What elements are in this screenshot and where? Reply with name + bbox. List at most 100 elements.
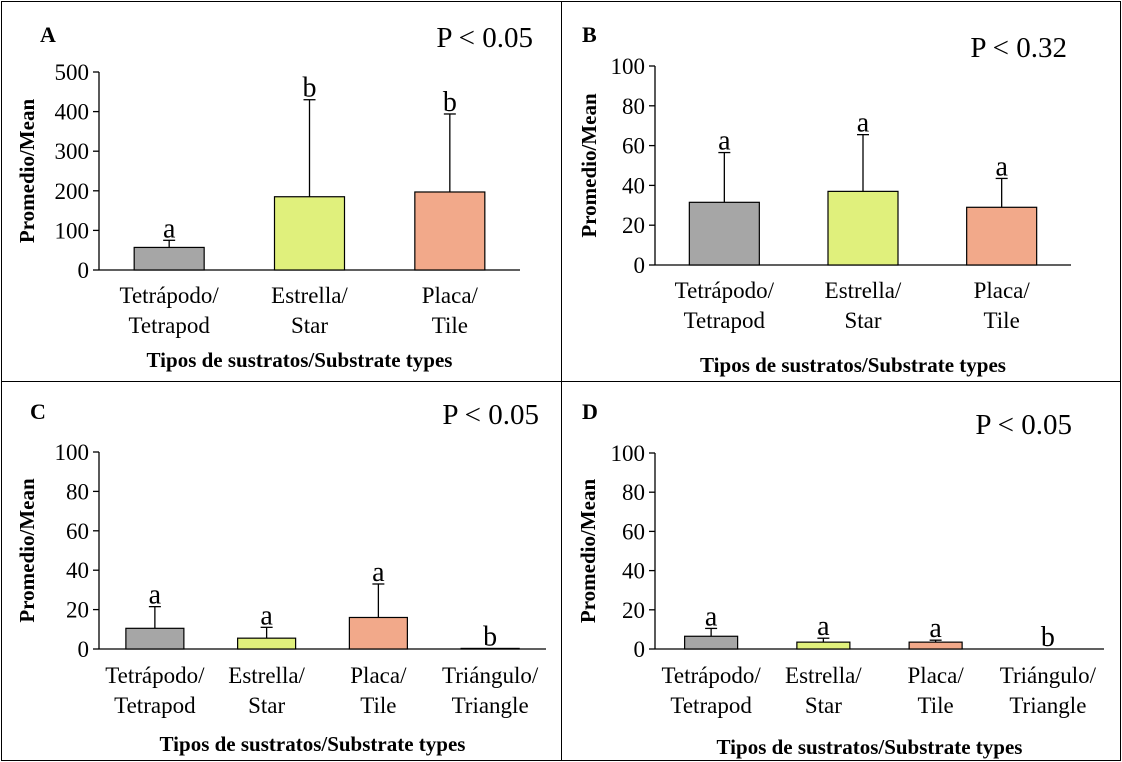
- bar-b-2: [827, 190, 899, 266]
- y-tick-label-b: 80: [622, 94, 645, 119]
- chart-d-svg: D P < 0.05 0 20 40 60 80 100 a Tetrápodo/Tetrapod…: [576, 399, 1104, 759]
- y-tick-label-c: 60: [66, 519, 89, 544]
- significance-letter-a-2: b: [303, 73, 317, 104]
- y-tick-label-a: 300: [55, 139, 90, 164]
- category-label-b-2-line1: Estrella/: [825, 278, 902, 303]
- category-label-c-2-line1: Estrella/: [228, 663, 305, 688]
- y-tick-label-c: 0: [78, 637, 90, 662]
- bar-c-1: [125, 627, 185, 650]
- p-value-b: P < 0.32: [970, 32, 1067, 64]
- bar-b-1: [688, 201, 760, 266]
- significance-letter-d-1: a: [705, 601, 718, 632]
- significance-letter-b-3: a: [995, 151, 1008, 182]
- category-label-d-3-line2: Tile: [918, 693, 954, 718]
- significance-letter-c-3: a: [372, 557, 385, 588]
- significance-letter-d-4: b: [1041, 622, 1055, 653]
- y-tick-label-d: 60: [622, 519, 645, 544]
- significance-letter-b-2: a: [857, 108, 870, 139]
- category-label-d-4-line2: Triangle: [1009, 693, 1086, 718]
- category-label-c-1-line2: Tetrapod: [114, 693, 196, 718]
- panel-label-c: C: [30, 399, 46, 424]
- y-tick-label-c: 40: [66, 558, 89, 583]
- chart-panel-c: C P < 0.05 0 20 40 60 80 100 a Tetrápodo/Tetrapod…: [1, 381, 562, 761]
- panel-label-a: A: [40, 22, 56, 47]
- x-axis-title-a: Tipos de sustratos/Substrate types: [147, 348, 453, 372]
- bar-c-3: [348, 616, 408, 650]
- y-tick-label-a: 0: [78, 258, 90, 283]
- category-label-b-3-line1: Placa/: [974, 278, 1031, 303]
- category-label-c-2-line2: Star: [248, 693, 285, 718]
- p-value-d: P < 0.05: [975, 409, 1072, 441]
- y-axis-title-c: Promedio/Mean: [15, 478, 39, 623]
- bar-d-2: [796, 641, 851, 650]
- significance-letter-c-4: b: [483, 621, 497, 652]
- category-label-a-3-line1: Placa/: [422, 283, 479, 308]
- y-tick-label-a: 100: [55, 218, 90, 243]
- y-tick-label-a: 500: [55, 60, 90, 85]
- category-label-c-3-line2: Tile: [360, 693, 396, 718]
- y-axis-title-d: Promedio/Mean: [576, 479, 600, 624]
- y-tick-label-c: 80: [66, 479, 89, 504]
- category-label-a-1-line1: Tetrápodo/: [120, 283, 220, 308]
- y-tick-label-d: 100: [611, 441, 646, 466]
- y-tick-label-a: 400: [55, 100, 90, 125]
- panel-label-d: D: [582, 399, 598, 424]
- y-tick-label-d: 20: [622, 598, 645, 623]
- significance-letter-d-2: a: [817, 611, 830, 642]
- significance-letter-d-3: a: [929, 613, 942, 644]
- y-tick-label-b: 0: [634, 253, 646, 278]
- significance-letter-c-2: a: [260, 600, 273, 631]
- chart-b-svg: B P < 0.32 0 20 40 60 80 100 a Tetrápodo/Tetrapod…: [577, 22, 1071, 377]
- significance-letter-c-1: a: [149, 580, 162, 611]
- category-label-c-4-line1: Triángulo/: [442, 663, 539, 688]
- chart-panel-b: B P < 0.32 0 20 40 60 80 100 a Tetrápodo/Tetrapod…: [561, 1, 1121, 382]
- p-value-c: P < 0.05: [442, 399, 539, 431]
- significance-letter-a-3: b: [443, 87, 457, 118]
- bar-c-4: [460, 647, 520, 650]
- y-tick-label-b: 40: [622, 173, 645, 198]
- p-value-a: P < 0.05: [436, 22, 533, 54]
- y-tick-label-a: 200: [55, 179, 90, 204]
- category-label-a-3-line2: Tile: [432, 313, 468, 338]
- bar-a-1: [133, 246, 205, 271]
- category-label-a-1-line2: Tetrapod: [128, 313, 210, 338]
- category-label-b-1-line1: Tetrápodo/: [675, 278, 775, 303]
- category-label-b-3-line2: Tile: [984, 308, 1020, 333]
- category-label-c-4-line2: Triangle: [452, 693, 529, 718]
- category-label-c-3-line1: Placa/: [350, 663, 407, 688]
- y-tick-label-d: 0: [634, 637, 646, 662]
- category-label-d-2-line1: Estrella/: [785, 663, 862, 688]
- chart-c-svg: C P < 0.05 0 20 40 60 80 100 a Tetrápodo/Tetrapod…: [15, 399, 546, 756]
- category-label-d-1-line1: Tetrápodo/: [661, 663, 761, 688]
- category-label-b-2-line2: Star: [844, 308, 881, 333]
- category-label-c-1-line1: Tetrápodo/: [105, 663, 205, 688]
- y-tick-label-c: 100: [55, 440, 90, 465]
- bar-d-1: [684, 635, 739, 650]
- y-tick-label-b: 20: [622, 213, 645, 238]
- chart-panel-d: D P < 0.05 0 20 40 60 80 100 a Tetrápodo/Tetrapod…: [561, 381, 1121, 761]
- bar-b-3: [966, 206, 1038, 266]
- y-tick-label-b: 100: [611, 54, 646, 79]
- x-axis-title-d: Tipos de sustratos/Substrate types: [717, 735, 1023, 759]
- category-label-d-3-line1: Placa/: [908, 663, 965, 688]
- category-label-a-2-line1: Estrella/: [271, 283, 348, 308]
- panel-label-b: B: [582, 22, 597, 47]
- y-axis-title-b: Promedio/Mean: [577, 93, 601, 238]
- category-label-a-2-line2: Star: [291, 313, 328, 338]
- y-axis-title-a: Promedio/Mean: [15, 99, 39, 244]
- bar-c-2: [237, 637, 297, 650]
- x-axis-title-b: Tipos de sustratos/Substrate types: [700, 353, 1006, 377]
- category-label-d-1-line2: Tetrapod: [670, 693, 752, 718]
- bar-a-3: [414, 191, 486, 271]
- y-tick-label-b: 60: [622, 134, 645, 159]
- significance-letter-a-1: a: [163, 213, 176, 244]
- category-label-d-2-line2: Star: [805, 693, 842, 718]
- y-tick-label-d: 80: [622, 480, 645, 505]
- x-axis-title-c: Tipos de sustratos/Substrate types: [160, 732, 466, 756]
- y-tick-label-c: 20: [66, 598, 89, 623]
- category-label-d-4-line1: Triángulo/: [1000, 663, 1097, 688]
- category-label-b-1-line2: Tetrapod: [684, 308, 766, 333]
- chart-a-svg: A P < 0.05 0 100 200 300 400 500 a Tetrápodo/Tetr…: [15, 22, 533, 372]
- chart-panel-a: A P < 0.05 0 100 200 300 400 500 a Tetrápodo/Tetr…: [1, 1, 562, 382]
- significance-letter-b-1: a: [718, 126, 731, 157]
